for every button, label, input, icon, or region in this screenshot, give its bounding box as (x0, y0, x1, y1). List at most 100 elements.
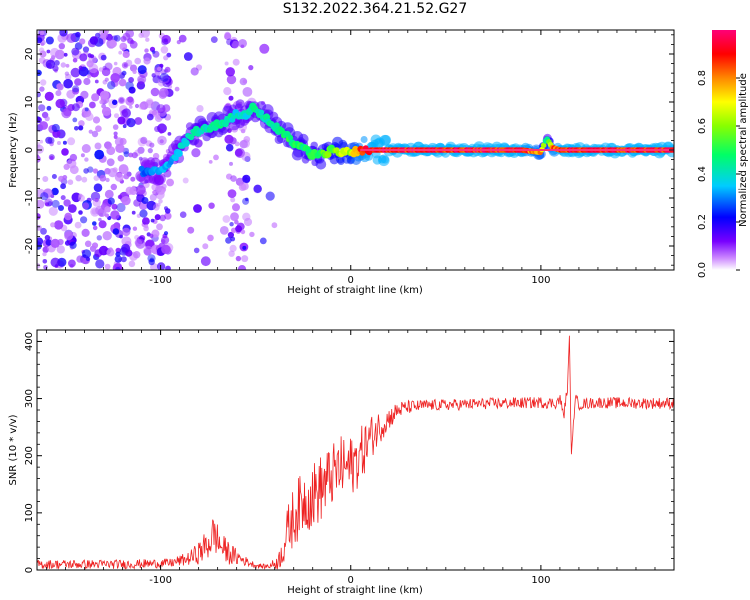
snr-panel: -100 0 100 0 100 200 300 400 Height of straigh… (8, 329, 675, 596)
noise-blob (143, 247, 152, 256)
noise-blob (165, 265, 171, 270)
noise-blob (43, 265, 48, 270)
ridge-point (273, 122, 280, 129)
noise-blob (106, 158, 115, 167)
noise-blob (183, 52, 193, 61)
noise-blob (248, 65, 254, 71)
noise-blob (95, 259, 105, 269)
noise-blob (161, 244, 171, 254)
noise-blob (232, 203, 240, 212)
noise-blob (151, 73, 156, 78)
noise-blob (100, 54, 107, 61)
noise-blob (94, 142, 102, 150)
noise-blob (38, 47, 45, 53)
noise-blob (228, 250, 235, 257)
noise-blob (131, 210, 136, 215)
noise-blob (91, 242, 99, 249)
noise-blob (37, 199, 45, 209)
noise-blob (91, 130, 99, 138)
noise-blob (40, 79, 47, 86)
noise-blob (134, 103, 140, 109)
ridge-halo (150, 157, 161, 168)
noise-blob (65, 63, 70, 68)
noise-blob (71, 103, 80, 112)
noise-blob (83, 168, 89, 174)
noise-blob (116, 202, 126, 213)
noise-blob (222, 215, 231, 223)
noise-blob (156, 262, 166, 270)
colorbar-tick-label: 0.2 (697, 214, 708, 230)
noise-blob (78, 210, 83, 215)
noise-blob (71, 47, 80, 56)
noise-blob (55, 98, 65, 109)
noise-blob (60, 183, 66, 190)
noise-blob (84, 157, 89, 162)
noise-blob (210, 36, 218, 43)
noise-blob (224, 134, 234, 144)
noise-blob (51, 174, 57, 179)
noise-blob (60, 195, 66, 201)
noise-blob (72, 87, 80, 95)
noise-blob (94, 79, 99, 84)
noise-blob (166, 52, 172, 58)
noise-blob (49, 156, 54, 160)
noise-blob (152, 190, 156, 195)
noise-blob (68, 259, 76, 268)
noise-blob (143, 57, 151, 65)
noise-blob (78, 65, 83, 70)
noise-blob (44, 116, 50, 122)
spectrogram-y-label: Frequency (Hz) (8, 112, 19, 188)
snr-series-line (37, 335, 674, 570)
noise-blob (242, 174, 251, 183)
noise-blob (42, 251, 47, 257)
noise-blob (44, 234, 51, 241)
noise-blob (193, 204, 202, 213)
noise-blob (45, 36, 54, 45)
ridge-halo (360, 136, 368, 143)
noise-blob (91, 208, 98, 215)
noise-blob (104, 263, 111, 270)
noise-blob (37, 142, 41, 148)
noise-blob (109, 39, 117, 48)
noise-blob (213, 154, 219, 161)
noise-blob (160, 239, 166, 244)
noise-blob (98, 220, 107, 229)
y-tick-label: 300 (24, 389, 35, 408)
noise-blob (151, 50, 156, 54)
noise-blob (226, 74, 237, 85)
noise-blob (161, 183, 167, 190)
noise-blob (67, 137, 76, 146)
noise-blob (78, 193, 83, 198)
ridge-point (175, 149, 183, 157)
noise-blob (86, 60, 94, 68)
noise-blob (244, 156, 251, 162)
noise-blob (242, 79, 247, 84)
noise-blob (99, 90, 110, 100)
noise-blob (159, 72, 169, 82)
noise-blob (37, 91, 41, 98)
noise-blob (39, 121, 48, 130)
noise-blob (50, 222, 56, 228)
noise-blob (228, 95, 234, 101)
noise-blob (227, 231, 234, 239)
noise-blob (187, 226, 195, 234)
noise-blob (144, 224, 149, 229)
ridge-halo (338, 139, 348, 149)
noise-blob (193, 247, 200, 254)
noise-blob (104, 206, 111, 213)
noise-blob (152, 203, 160, 211)
noise-blob (157, 66, 162, 72)
ridge-halo (381, 155, 389, 164)
noise-blob (129, 40, 138, 49)
noise-blob (242, 87, 253, 97)
noise-blob (156, 223, 163, 231)
noise-blob (136, 81, 146, 90)
noise-blob (163, 55, 169, 61)
noise-blob (174, 86, 180, 92)
noise-blob (43, 188, 53, 198)
noise-blob (63, 52, 68, 57)
spectrogram-x-label: Height of straight line (km) (287, 285, 423, 296)
noise-blob (110, 183, 118, 191)
noise-blob (89, 101, 96, 109)
noise-blob (105, 177, 110, 183)
